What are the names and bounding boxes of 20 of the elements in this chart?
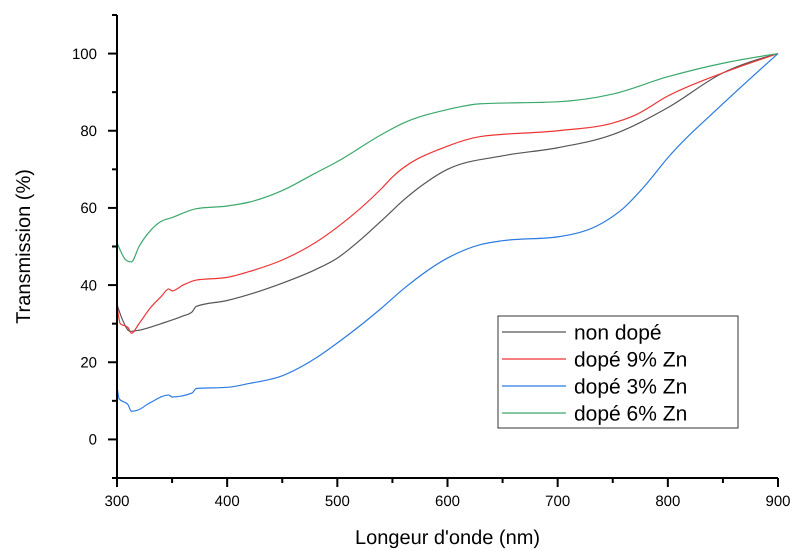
legend-label: dopé 6% Zn (574, 402, 688, 426)
y-tick-label: 40 (80, 277, 97, 294)
y-axis-title: Transmission (%) (13, 169, 35, 324)
y-tick-label: 20 (80, 354, 97, 372)
y-tick-label: 100 (72, 46, 97, 63)
x-tick-label: 700 (545, 493, 570, 510)
legend-label: non dopé (574, 321, 662, 344)
x-tick-label: 400 (214, 493, 240, 510)
x-axis-title: Longeur d'onde (nm) (354, 527, 540, 549)
legend-label: dopé 9% Zn (574, 348, 688, 372)
y-tick-label: 80 (80, 123, 97, 140)
y-tick-label: 0 (88, 432, 97, 449)
x-tick-label: 800 (655, 493, 680, 510)
y-tick-label: 60 (80, 200, 97, 218)
x-tick-label: 500 (324, 493, 350, 510)
x-tick-label: 300 (104, 493, 130, 510)
x-tick-label: 900 (765, 493, 791, 510)
line-series (116, 52, 779, 263)
x-tick-label: 600 (434, 493, 460, 510)
legend-label: dopé 3% Zn (574, 375, 688, 398)
